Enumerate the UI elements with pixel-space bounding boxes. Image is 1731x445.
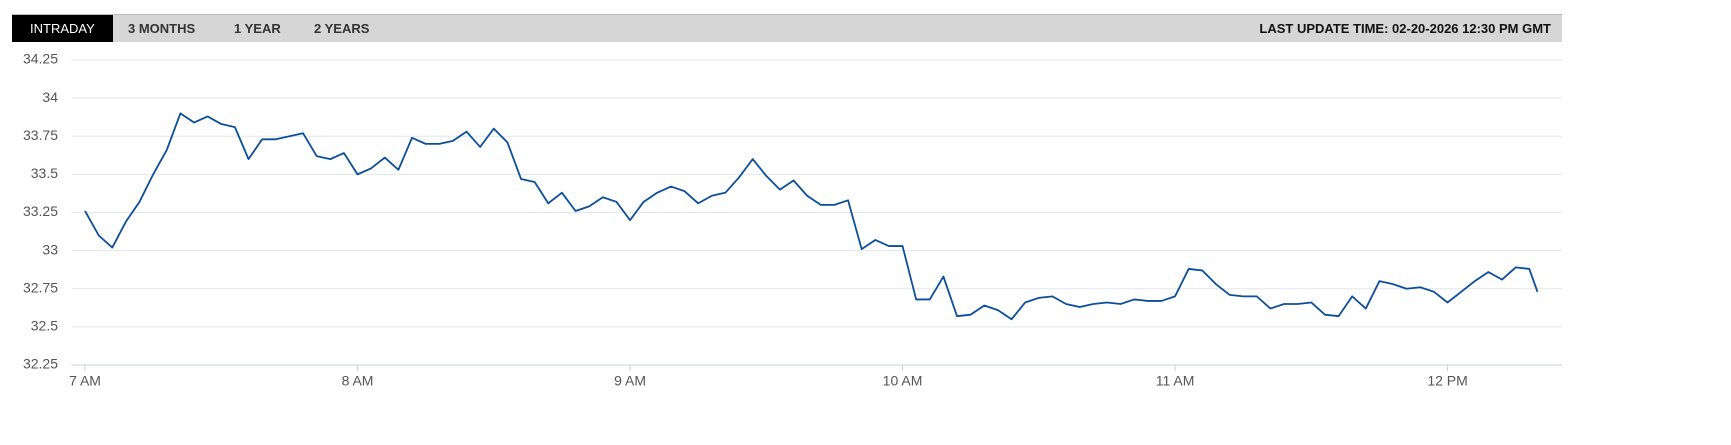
y-tick-label: 34: [42, 89, 58, 105]
y-tick-label: 33: [42, 241, 58, 257]
x-tick-label: 11 AM: [1156, 373, 1195, 389]
x-tick-label: 8 AM: [342, 373, 374, 389]
y-tick-label: 33.25: [23, 203, 58, 219]
y-tick-label: 32.75: [23, 279, 58, 295]
x-tick-label: 7 AM: [69, 373, 101, 389]
x-tick-label: 12 PM: [1427, 373, 1467, 389]
tab[interactable]: INTRADAY: [12, 15, 113, 42]
last-update: LAST UPDATE TIME: 02-20-2026 12:30 PM GM…: [1259, 21, 1551, 36]
tab-bar: INTRADAY 3 MONTHS 1 YEAR 2 YEARS LAST UP…: [12, 14, 1562, 42]
x-tick-label: 9 AM: [614, 373, 646, 389]
y-tick-label: 32.25: [23, 356, 58, 372]
x-tick-label: 10 AM: [883, 373, 923, 389]
tab[interactable]: 2 YEARS: [314, 21, 370, 36]
y-tick-label: 34.25: [23, 51, 58, 67]
price-line: [84, 112, 1539, 321]
y-tick-label: 33.75: [23, 127, 58, 143]
tab[interactable]: 3 MONTHS: [128, 21, 196, 36]
y-tick-label: 33.5: [31, 165, 58, 181]
y-tick-label: 32.5: [31, 318, 58, 334]
tab[interactable]: 1 YEAR: [234, 21, 281, 36]
